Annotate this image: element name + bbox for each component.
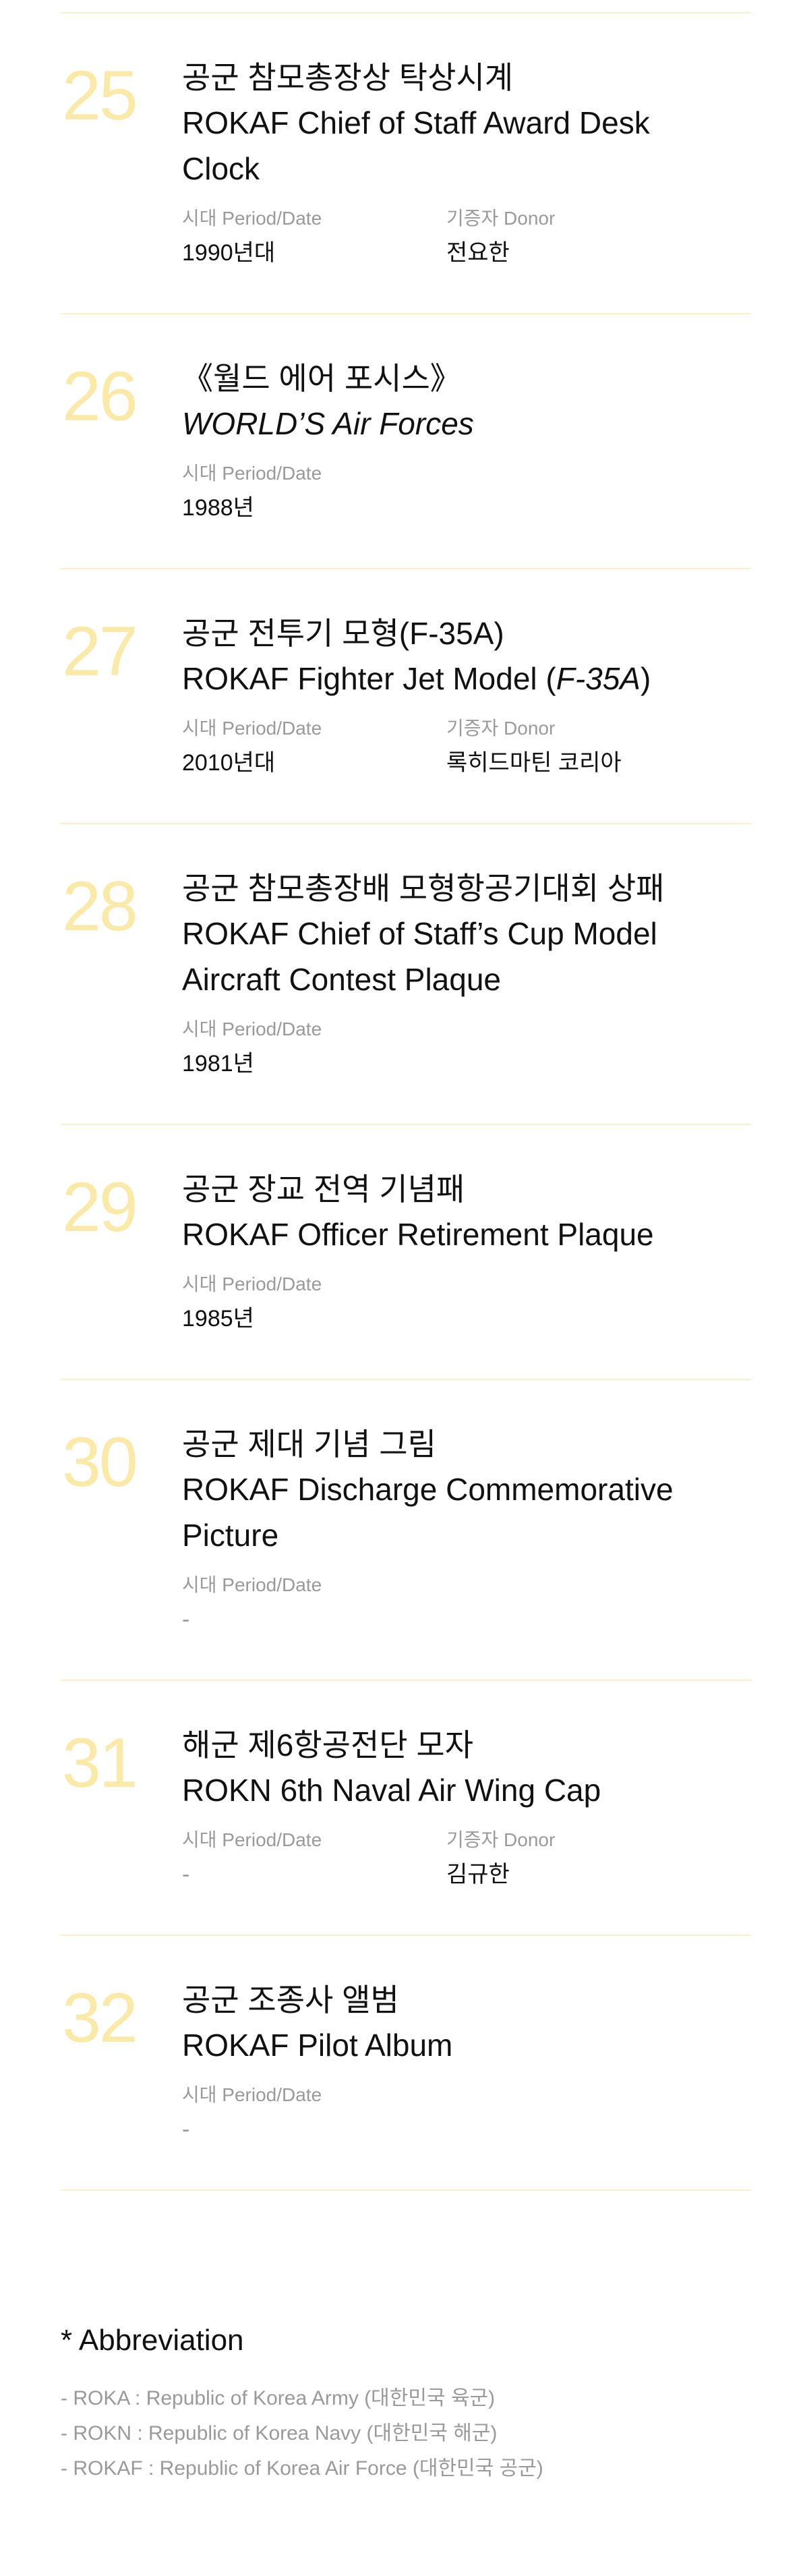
item-title-english-suffix: ) <box>640 661 651 696</box>
period-label: 시대 Period/Date <box>182 1273 322 1294</box>
item-title-korean: 공군 참모총장상 탁상시계 <box>182 60 514 95</box>
period-value: 1985년 <box>182 1306 254 1332</box>
item-title-english: ROKAF Officer Retirement Plaque <box>182 1217 654 1252</box>
period-value: 2010년대 <box>182 750 276 776</box>
period-label: 시대 Period/Date <box>182 463 322 484</box>
item-title-korean: 공군 장교 전역 기념패 <box>182 1172 465 1207</box>
collection-item-31: 31 해군 제6항공전단 모자 ROKN 6th Naval Air Wing … <box>61 1681 751 1936</box>
collection-item-29: 29 공군 장교 전역 기념패 ROKAF Officer Retirement… <box>61 1125 751 1380</box>
item-title-english: WORLD’S Air Forces <box>182 406 474 441</box>
period-value: - <box>182 1607 190 1632</box>
donor-value: 김규한 <box>446 1862 510 1887</box>
item-number: 31 <box>62 1724 138 1802</box>
item-title-english-line2: Picture <box>182 1518 279 1553</box>
item-title-korean: 공군 전투기 모형(F-35A) <box>182 616 504 651</box>
period-label: 시대 Period/Date <box>182 1019 322 1039</box>
abbreviation-title: * Abbreviation <box>61 2324 244 2357</box>
period-value: 1990년대 <box>182 240 276 266</box>
item-number: 29 <box>62 1168 138 1247</box>
collection-item-26: 26 《월드 에어 포시스》 WORLD’S Air Forces 시대 Per… <box>61 314 751 569</box>
abbreviation-roka: - ROKA : Republic of Korea Army (대한민국 육군… <box>61 2387 496 2409</box>
item-title-english-prefix: ROKAF Fighter Jet Model ( <box>182 661 556 696</box>
item-title-korean: 공군 참모총장배 모형항공기대회 상패 <box>182 871 665 906</box>
donor-label: 기증자 Donor <box>446 718 556 739</box>
abbreviation-rokaf: - ROKAF : Republic of Korea Air Force (대… <box>61 2457 543 2480</box>
period-value: - <box>182 2117 190 2142</box>
item-title-english: ROKAF Fighter Jet Model (F-35A) <box>182 656 751 702</box>
period-label: 시대 Period/Date <box>182 1574 322 1595</box>
period-label: 시대 Period/Date <box>182 2084 322 2105</box>
item-number: 32 <box>62 1979 138 2057</box>
donor-value: 전요한 <box>446 240 510 266</box>
item-number: 25 <box>62 57 138 135</box>
abbreviation-list: - ROKA : Republic of Korea Army (대한민국 육군… <box>61 2381 543 2486</box>
item-title-korean: 공군 제대 기념 그림 <box>182 1427 436 1462</box>
period-value: 1981년 <box>182 1051 254 1077</box>
item-number: 26 <box>62 357 138 436</box>
donor-label: 기증자 Donor <box>446 208 556 229</box>
collection-list: 25 공군 참모총장상 탁상시계 ROKAF Chief of Staff Aw… <box>61 0 751 2191</box>
item-title-english-line1: ROKAF Discharge Commemorative <box>182 1472 674 1507</box>
item-title-korean: 《월드 에어 포시스》 <box>182 361 461 396</box>
period-value: 1988년 <box>182 495 254 521</box>
collection-item-28: 28 공군 참모총장배 모형항공기대회 상패 ROKAF Chief of St… <box>61 824 751 1125</box>
item-title-english: ROKAF Pilot Album <box>182 2028 453 2063</box>
item-title-english-line2: Aircraft Contest Plaque <box>182 962 502 997</box>
period-label: 시대 Period/Date <box>182 208 322 229</box>
period-value: - <box>182 1862 190 1887</box>
item-title-english-line2: Clock <box>182 151 260 186</box>
item-title-english-line1: ROKAF Chief of Staff Award Desk <box>182 105 650 140</box>
item-number: 30 <box>62 1423 138 1501</box>
collection-item-25: 25 공군 참모총장상 탁상시계 ROKAF Chief of Staff Aw… <box>61 13 751 314</box>
collection-item-30: 30 공군 제대 기념 그림 ROKAF Discharge Commemora… <box>61 1380 751 1681</box>
item-title-korean: 공군 조종사 앨범 <box>182 1982 399 2017</box>
item-title-english-line1: ROKAF Chief of Staff’s Cup Model <box>182 916 657 951</box>
abbreviation-rokn: - ROKN : Republic of Korea Navy (대한민국 해군… <box>61 2422 498 2444</box>
donor-label: 기증자 Donor <box>446 1829 556 1850</box>
item-title-korean: 해군 제6항공전단 모자 <box>182 1727 474 1763</box>
collection-item-27: 27 공군 전투기 모형(F-35A) ROKAF Fighter Jet Mo… <box>61 569 751 824</box>
collection-item-32: 32 공군 조종사 앨범 ROKAF Pilot Album 시대 Period… <box>61 1936 751 2191</box>
period-label: 시대 Period/Date <box>182 718 322 739</box>
item-title-english-model: F-35A <box>556 661 641 696</box>
item-title-english: ROKN 6th Naval Air Wing Cap <box>182 1773 601 1808</box>
item-number: 28 <box>62 867 138 946</box>
top-divider <box>61 0 751 13</box>
period-label: 시대 Period/Date <box>182 1829 322 1850</box>
item-number: 27 <box>62 612 138 691</box>
donor-value: 록히드마틴 코리아 <box>446 750 622 776</box>
abbreviation-section: * Abbreviation - ROKA : Republic of Kore… <box>61 2320 543 2486</box>
